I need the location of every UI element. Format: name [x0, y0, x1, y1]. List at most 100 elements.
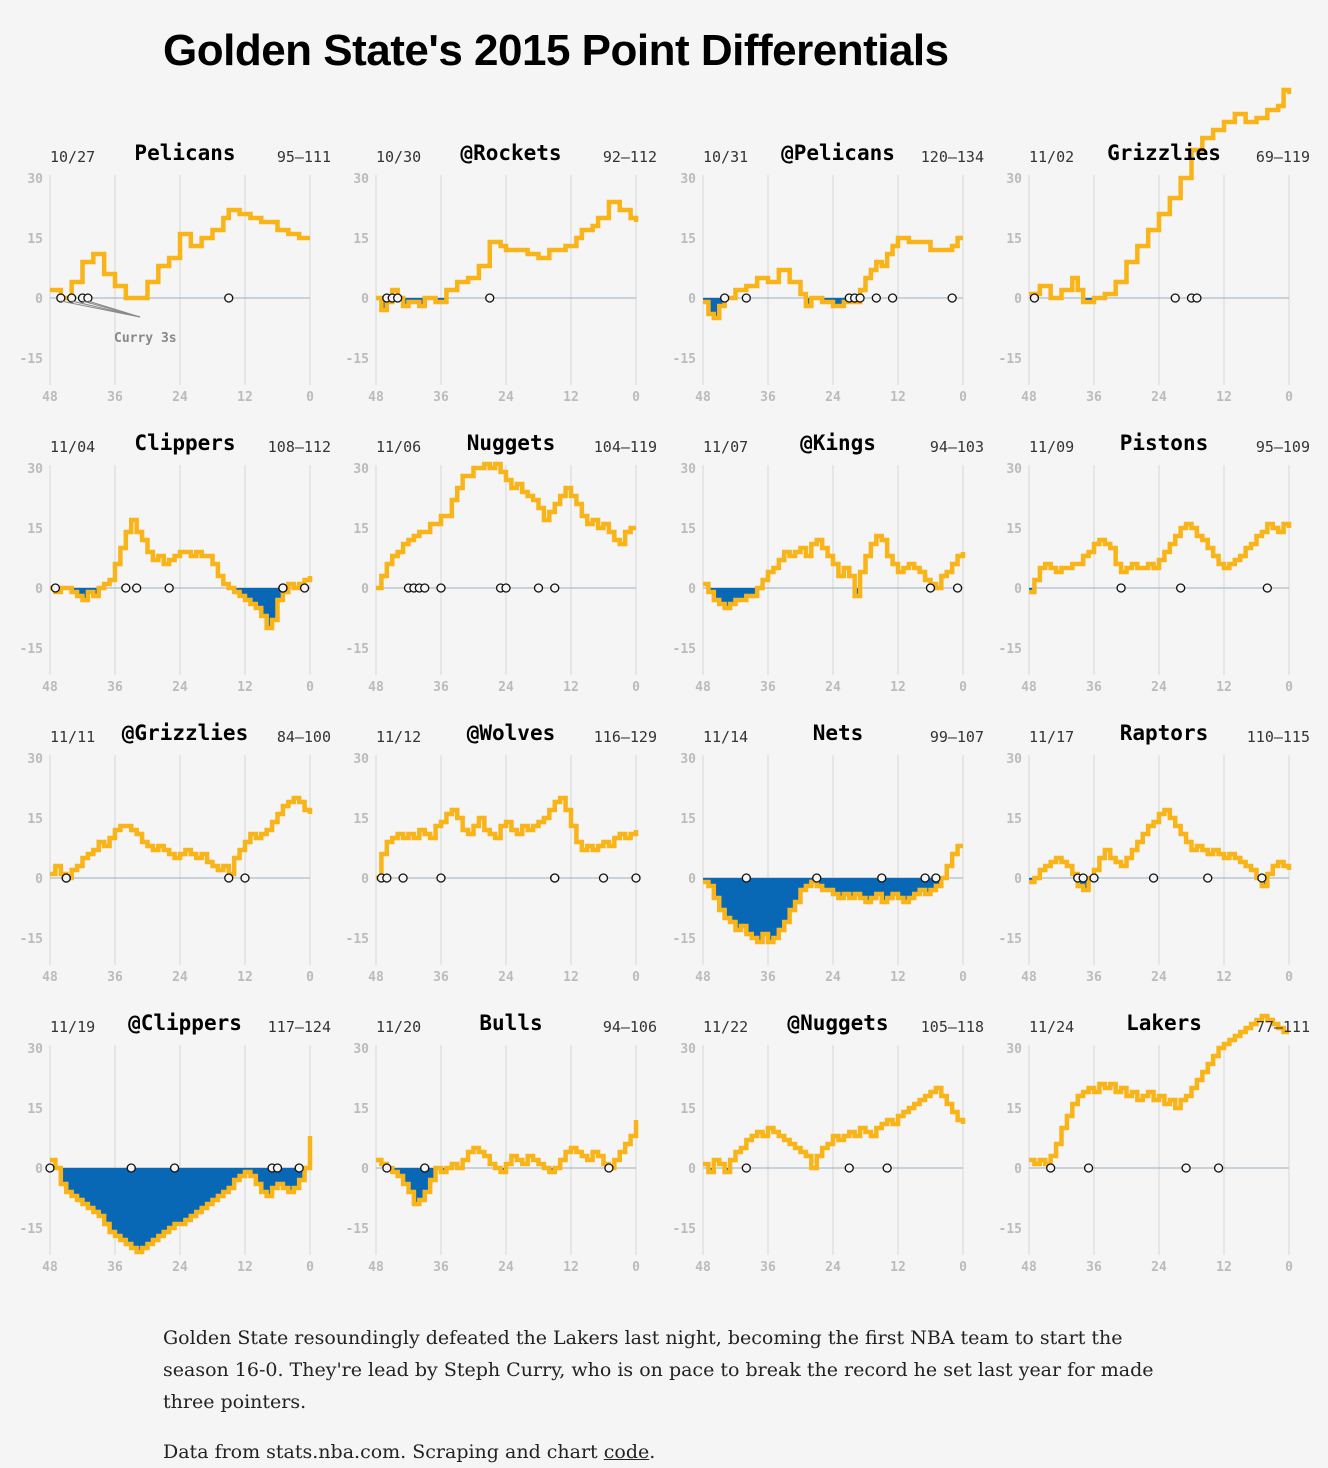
game-chart: 48 36 24 12 0 30 15 0 -15 11/11 @Grizzlies 84–100 — [20, 721, 331, 985]
x-tick-label: 0 — [1285, 1260, 1293, 1275]
game-chart: 48 36 24 12 0 30 15 0 -15 11/09 Pistons 95–109 — [999, 431, 1310, 695]
x-tick-label: 48 — [42, 970, 58, 985]
opponent-name: Nets — [813, 721, 864, 745]
curry-three-marker — [855, 293, 865, 303]
game-score: 95–109 — [1256, 438, 1310, 456]
game-score: 105–118 — [921, 1018, 984, 1036]
x-tick-label: 0 — [1285, 970, 1293, 985]
point-differential-line — [376, 1120, 639, 1207]
opponent-name: Lakers — [1126, 1011, 1202, 1035]
curry-three-marker — [871, 293, 881, 303]
x-tick-label: 12 — [237, 680, 253, 695]
annotation-label: Curry 3s — [114, 331, 177, 346]
curry-three-marker — [45, 1163, 55, 1173]
y-tick-label: 30 — [680, 462, 696, 477]
x-tick-label: 12 — [237, 390, 253, 405]
curry-three-marker — [877, 873, 887, 883]
curry-three-marker — [882, 1163, 892, 1173]
curry-three-marker — [398, 873, 408, 883]
game-panel: 48 36 24 12 0 30 15 0 -15 11/12 @Wolves 116–129 — [346, 720, 702, 1010]
y-tick-label: 15 — [353, 522, 369, 537]
curry-three-marker — [604, 1163, 614, 1173]
y-tick-label: 0 — [1014, 1162, 1022, 1177]
game-panel: 48 36 24 12 0 30 15 0 -15 11/11 @Grizzlies 84–100 — [20, 720, 376, 1010]
point-differential-line — [50, 795, 313, 881]
curry-three-marker — [1148, 873, 1159, 883]
y-tick-label: 15 — [1006, 1102, 1022, 1117]
x-tick-label: 24 — [1151, 1260, 1167, 1275]
y-tick-label: 30 — [27, 172, 43, 187]
x-tick-label: 48 — [42, 1260, 58, 1275]
y-tick-label: 0 — [361, 1162, 369, 1177]
y-tick-label: 15 — [27, 812, 43, 827]
x-tick-label: 0 — [959, 680, 967, 695]
game-panel: 48 36 24 12 0 30 15 0 -15 11/02 Grizzlies 69–119 — [999, 87, 1328, 430]
curry-three-marker — [741, 293, 751, 303]
y-tick-label: -15 — [999, 642, 1022, 657]
game-panel: 48 36 24 12 0 30 15 0 -15 10/31 @Pelicans 120–134 — [673, 140, 1029, 430]
x-tick-label: 12 — [237, 1260, 253, 1275]
x-tick-label: 24 — [172, 680, 188, 695]
x-tick-label: 0 — [306, 1260, 314, 1275]
x-tick-label: 36 — [1086, 680, 1102, 695]
curry-three-marker — [382, 873, 392, 883]
y-tick-label: 30 — [680, 172, 696, 187]
x-tick-label: 24 — [498, 390, 514, 405]
point-differential-line — [376, 461, 636, 591]
x-tick-label: 24 — [498, 680, 514, 695]
curry-three-marker — [720, 293, 730, 303]
x-tick-label: 36 — [1086, 1260, 1102, 1275]
curry-three-marker — [931, 873, 941, 883]
y-tick-label: 15 — [1006, 522, 1022, 537]
y-tick-label: 30 — [353, 752, 369, 767]
game-score: 84–100 — [277, 728, 331, 746]
opponent-name: Grizzlies — [1107, 141, 1221, 165]
y-tick-label: 30 — [1006, 172, 1022, 187]
x-tick-label: 36 — [1086, 970, 1102, 985]
game-panel: 48 36 24 12 0 30 15 0 -15 11/24 Lakers 77–111 — [999, 1010, 1328, 1300]
curry-three-marker — [1192, 293, 1202, 303]
curry-three-marker — [224, 873, 234, 883]
game-panel: 48 36 24 12 0 30 15 0 -15 10/30 @Rockets 92–112 — [346, 140, 702, 430]
curry-three-marker — [501, 583, 511, 593]
curry-three-marker — [925, 583, 936, 593]
curry-three-marker — [1029, 293, 1040, 303]
y-tick-label: 0 — [35, 292, 43, 307]
opponent-name: @Nuggets — [787, 1011, 888, 1035]
curry-three-marker — [1046, 1163, 1056, 1173]
x-tick-label: 24 — [172, 970, 188, 985]
x-tick-label: 12 — [890, 970, 906, 985]
point-differential-line — [1029, 521, 1292, 595]
y-tick-label: -15 — [20, 642, 43, 657]
x-tick-label: 0 — [632, 680, 640, 695]
y-tick-label: 30 — [27, 752, 43, 767]
curry-three-marker — [278, 583, 288, 593]
opponent-name: Pistons — [1120, 431, 1209, 455]
game-date: 11/17 — [1029, 728, 1074, 746]
y-tick-label: -15 — [999, 1222, 1022, 1237]
opponent-name: @Kings — [800, 431, 876, 455]
y-tick-label: -15 — [673, 932, 696, 947]
x-tick-label: 24 — [825, 390, 841, 405]
curry-three-marker — [1176, 583, 1186, 593]
x-tick-label: 48 — [368, 970, 384, 985]
game-chart: 48 36 24 12 0 30 15 0 -15 11/07 @Kings 94–103 — [673, 431, 984, 695]
code-link[interactable]: code — [603, 1441, 650, 1463]
y-tick-label: 30 — [680, 1042, 696, 1057]
curry-three-marker — [420, 583, 430, 593]
curry-three-marker — [812, 873, 822, 883]
curry-three-marker — [947, 293, 957, 303]
game-score: 116–129 — [594, 728, 657, 746]
curry-three-marker — [920, 873, 930, 883]
y-tick-label: -15 — [346, 352, 369, 367]
curry-three-marker — [224, 293, 234, 303]
point-differential-line — [376, 795, 639, 881]
point-differential-line — [50, 517, 313, 631]
y-tick-label: 0 — [1014, 872, 1022, 887]
x-tick-label: 48 — [695, 970, 711, 985]
x-tick-label: 24 — [1151, 390, 1167, 405]
x-tick-label: 12 — [890, 680, 906, 695]
curry-three-marker — [50, 583, 61, 593]
x-tick-label: 24 — [1151, 680, 1167, 695]
y-tick-label: 15 — [27, 1102, 43, 1117]
